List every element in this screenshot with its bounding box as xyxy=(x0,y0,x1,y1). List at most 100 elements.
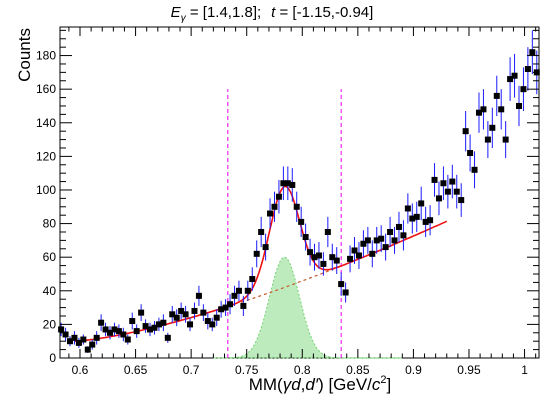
point-marker xyxy=(147,326,154,333)
point-marker xyxy=(284,180,291,187)
point-marker xyxy=(195,292,202,299)
data-point xyxy=(147,322,154,337)
point-marker xyxy=(427,217,434,224)
point-marker xyxy=(107,329,114,336)
point-marker xyxy=(471,166,478,173)
data-point xyxy=(529,30,536,75)
y-tick-label: 60 xyxy=(43,250,57,264)
point-marker xyxy=(498,106,505,113)
data-point xyxy=(378,225,385,253)
point-marker xyxy=(475,109,482,116)
point-marker xyxy=(138,309,145,316)
point-marker xyxy=(155,321,162,328)
data-point xyxy=(213,309,220,327)
data-point xyxy=(160,314,167,332)
data-point xyxy=(58,322,65,337)
data-point xyxy=(458,183,465,217)
data-point xyxy=(395,211,402,243)
data-point xyxy=(98,314,105,332)
point-marker xyxy=(209,321,216,328)
point-marker xyxy=(338,281,345,288)
point-marker xyxy=(413,213,420,220)
data-point xyxy=(267,198,274,229)
data-point xyxy=(284,166,291,201)
point-marker xyxy=(480,106,487,113)
data-point xyxy=(422,206,429,238)
data-point xyxy=(462,111,469,152)
point-marker xyxy=(315,252,322,259)
point-marker xyxy=(191,307,198,314)
point-marker xyxy=(151,324,158,331)
point-marker xyxy=(120,331,127,338)
data-point xyxy=(502,121,509,159)
data-point xyxy=(307,238,314,266)
data-point xyxy=(444,174,451,209)
data-point xyxy=(391,226,398,254)
data-point xyxy=(400,220,407,251)
data-point xyxy=(155,317,162,332)
point-marker xyxy=(462,128,469,135)
point-marker xyxy=(373,237,380,244)
data-point xyxy=(471,151,478,189)
point-marker xyxy=(178,307,185,314)
data-point xyxy=(89,339,96,350)
data-point xyxy=(129,312,136,330)
point-marker xyxy=(129,318,136,325)
point-marker xyxy=(93,334,100,341)
data-point xyxy=(418,186,425,221)
data-point xyxy=(169,305,176,323)
data-point xyxy=(484,121,491,159)
data-point xyxy=(440,166,447,201)
data-point xyxy=(280,166,287,201)
data-point xyxy=(387,216,394,248)
point-marker xyxy=(524,66,531,73)
point-marker xyxy=(515,102,522,109)
cut-lines-layer xyxy=(227,89,342,358)
y-tick-label: 160 xyxy=(36,82,56,96)
data-point xyxy=(258,216,265,248)
data-point xyxy=(227,294,234,315)
data-point xyxy=(435,181,442,216)
data-point xyxy=(369,240,376,268)
point-marker xyxy=(240,302,247,309)
data-point xyxy=(324,216,331,248)
data-point xyxy=(173,309,180,327)
point-marker xyxy=(418,200,425,207)
point-marker xyxy=(187,321,194,328)
data-point xyxy=(311,243,318,271)
data-point xyxy=(511,53,518,98)
data-point xyxy=(467,134,474,172)
data-point xyxy=(524,47,531,91)
data-point xyxy=(124,334,131,345)
point-marker xyxy=(351,247,358,254)
data-point xyxy=(449,164,456,199)
x-tick-label: 0.75 xyxy=(235,363,259,377)
point-marker xyxy=(395,223,402,230)
data-point xyxy=(320,252,327,276)
data-point xyxy=(120,327,127,342)
y-tick-label: 180 xyxy=(36,49,56,63)
data-point xyxy=(315,242,322,269)
point-marker xyxy=(449,178,456,185)
point-marker xyxy=(182,311,189,318)
data-point xyxy=(71,331,78,345)
point-marker xyxy=(382,244,389,251)
data-points-layer xyxy=(58,30,540,353)
point-marker xyxy=(169,311,176,318)
point-marker xyxy=(249,276,256,283)
data-point xyxy=(182,305,189,323)
data-point xyxy=(218,300,225,318)
data-point xyxy=(253,240,260,268)
point-marker xyxy=(213,314,220,321)
point-marker xyxy=(489,124,496,131)
point-marker xyxy=(235,287,242,294)
x-tick-label: 0.85 xyxy=(346,363,370,377)
data-point xyxy=(404,193,411,224)
point-marker xyxy=(467,150,474,157)
point-marker xyxy=(289,181,296,188)
data-point xyxy=(164,332,171,343)
point-marker xyxy=(164,334,171,341)
point-marker xyxy=(307,249,314,256)
y-tick-label: 100 xyxy=(36,183,56,197)
y-tick-label: 20 xyxy=(43,317,57,331)
